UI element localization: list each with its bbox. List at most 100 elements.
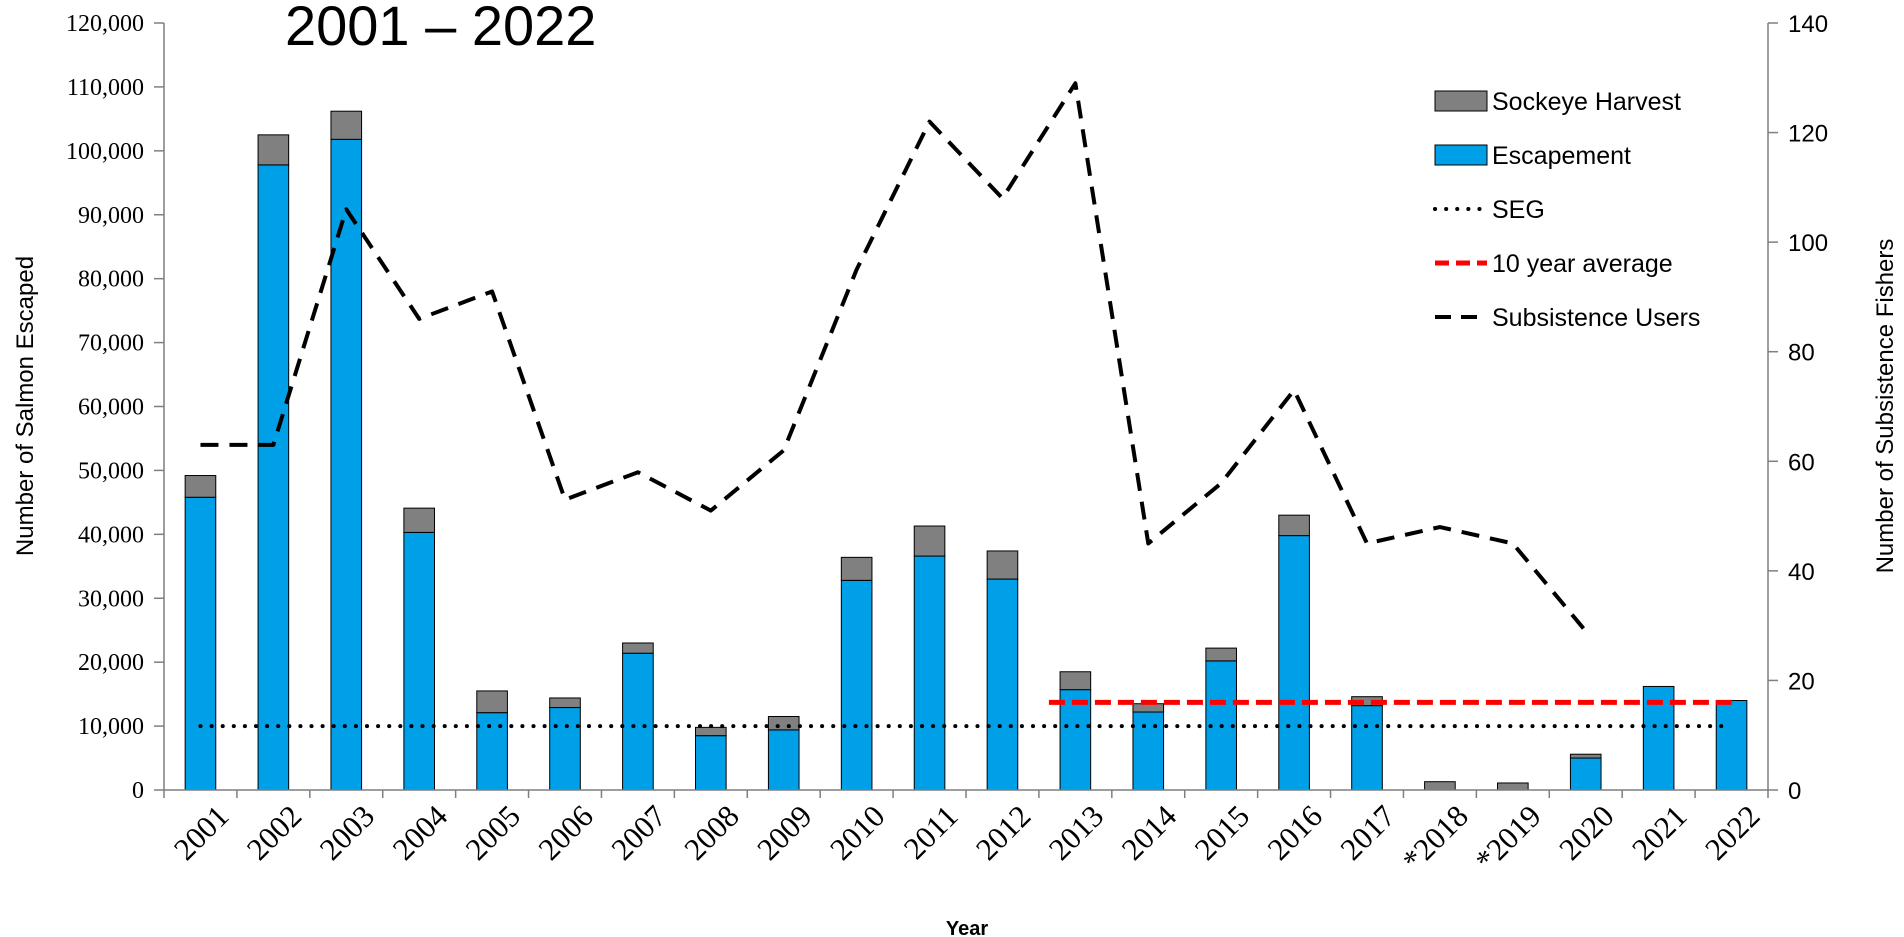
legend-label-seg: SEG (1492, 196, 1545, 224)
legend-item-subsistence-users: Subsistence Users (1435, 304, 1700, 332)
x-tick-label: 2010 (823, 798, 892, 867)
x-tick-label: 2005 (458, 798, 527, 867)
bar-escapement-2009 (767, 729, 800, 791)
legend-item-escapement: Escapement (1434, 142, 1631, 170)
bar-sockeye-harvest-2019 (1497, 782, 1529, 791)
x-tick-label: 2020 (1552, 798, 1621, 867)
legend-item-sockeye-harvest: Sockeye Harvest (1434, 88, 1681, 116)
bar-sockeye-harvest-2013 (1059, 671, 1092, 691)
bar-escapement-2002 (257, 164, 290, 791)
y2-axis-title: Number of Subsistence Fishers (1872, 239, 1899, 574)
bar-escapement-2001 (184, 496, 217, 791)
legend-label-sockeye-harvest: Sockeye Harvest (1492, 88, 1681, 116)
legend: Sockeye Harvest Escapement SEG 10 year a… (1433, 88, 1700, 332)
bar-escapement-2011 (913, 555, 946, 791)
y-tick-label: 80,000 (78, 267, 144, 293)
x-tick-label: 2003 (313, 798, 382, 867)
bar-escapement-2016 (1278, 535, 1310, 791)
x-tick-label: 2001 (167, 798, 236, 867)
y-axis-title: Number of Salmon Escaped (12, 256, 39, 556)
x-tick-label: 2021 (1625, 798, 1694, 867)
y-tick-label: 100,000 (66, 139, 144, 165)
legend-label-subsistence-users: Subsistence Users (1492, 304, 1700, 332)
y2-tick-label: 80 (1788, 340, 1815, 367)
bar-sockeye-harvest-2015 (1205, 647, 1237, 662)
x-tick-label: 2013 (1042, 798, 1111, 867)
y-tick-label: 30,000 (78, 586, 144, 612)
x-axis-title: Year (946, 918, 988, 937)
bar-escapement-2022 (1715, 700, 1748, 791)
bar-sockeye-harvest-2020 (1569, 753, 1602, 759)
line-group (198, 81, 1734, 729)
legend-item-seg: SEG (1433, 196, 1545, 224)
y2-tick-label: 60 (1788, 449, 1815, 476)
x-tick-label: 2022 (1698, 798, 1767, 867)
bar-sockeye-harvest-2014 (1132, 703, 1165, 713)
x-tick-label: 2004 (386, 798, 455, 867)
y-tick-label: 40,000 (78, 522, 144, 548)
x-tick-label: 2014 (1115, 798, 1184, 867)
y2-tick-label: 120 (1788, 121, 1828, 148)
x-tick-label: 2007 (604, 798, 673, 867)
y2-tick-label: 0 (1788, 778, 1801, 805)
line-subsistence-users (200, 81, 1588, 633)
y2-tick-label: 140 (1788, 11, 1828, 38)
bar-sockeye-harvest-2016 (1278, 514, 1310, 537)
legend-item-10-year-average: 10 year average (1435, 250, 1673, 278)
x-tick-label: 2011 (897, 798, 965, 866)
bar-sockeye-harvest-2005 (476, 690, 508, 714)
bar-escapement-2017 (1351, 705, 1383, 791)
bar-escapement-2008 (695, 735, 727, 791)
legend-swatch-escapement (1434, 144, 1488, 166)
legend-label-escapement: Escapement (1492, 142, 1631, 170)
y-tick-label: 90,000 (78, 203, 144, 229)
bar-sockeye-harvest-2002 (257, 134, 290, 166)
bar-group (184, 110, 1748, 791)
y-tick-label: 70,000 (78, 331, 144, 357)
right-axis-ticks: 0 20 40 60 80 100 120 140 (1768, 11, 1828, 805)
bar-sockeye-harvest-2018 (1424, 781, 1456, 791)
bar-escapement-2012 (986, 578, 1019, 791)
x-tick-label: 2008 (677, 798, 746, 867)
y-tick-label: 0 (132, 778, 144, 804)
bar-sockeye-harvest-2011 (913, 525, 946, 557)
bar-sockeye-harvest-2010 (840, 556, 873, 581)
bar-sockeye-harvest-2009 (767, 715, 800, 731)
x-tick-label: 2002 (240, 798, 309, 867)
y-tick-label: 10,000 (78, 714, 144, 740)
bar-sockeye-harvest-2012 (986, 550, 1019, 580)
bar-sockeye-harvest-2003 (330, 110, 363, 140)
bar-escapement-2014 (1132, 711, 1165, 791)
x-tick-label: 2009 (750, 798, 819, 867)
y-tick-label: 60,000 (78, 395, 144, 421)
bar-escapement-2006 (549, 707, 581, 791)
x-tick-label: 2012 (969, 798, 1038, 867)
x-tick-label: 2016 (1260, 798, 1329, 867)
bar-escapement-2010 (840, 579, 873, 791)
bar-sockeye-harvest-2001 (184, 475, 217, 498)
legend-swatch-sockeye-harvest (1434, 90, 1488, 112)
y2-tick-label: 20 (1788, 668, 1815, 695)
bar-sockeye-harvest-2006 (549, 697, 581, 709)
bar-sockeye-harvest-2004 (403, 507, 435, 533)
y-tick-label: 50,000 (78, 458, 144, 484)
bar-escapement-2020 (1569, 757, 1602, 791)
bar-escapement-2005 (476, 712, 508, 791)
bar-escapement-2004 (403, 531, 435, 791)
y-tick-label: 120,000 (66, 11, 144, 37)
bar-escapement-2003 (330, 138, 363, 791)
y2-tick-label: 100 (1788, 230, 1828, 257)
bar-sockeye-harvest-2008 (695, 726, 727, 737)
x-tick-label: 2006 (531, 798, 600, 867)
y-tick-label: 110,000 (67, 75, 144, 101)
x-tick-label: *2019 (1468, 798, 1548, 878)
bar-escapement-2007 (622, 652, 654, 791)
chart-title: 2001 – 2022 (285, 0, 596, 57)
bar-sockeye-harvest-2007 (622, 642, 654, 654)
y-tick-label: 20,000 (78, 650, 144, 676)
left-axis-ticks: 0 10,000 20,000 30,000 40,000 50,000 60,000 70,… (66, 11, 164, 804)
y2-tick-label: 40 (1788, 559, 1815, 586)
x-axis-ticks: 2001 2002 2003 2004 2005 2006 2007 2008 2009 2010… (163, 790, 1769, 878)
x-tick-label: 2017 (1333, 798, 1402, 867)
